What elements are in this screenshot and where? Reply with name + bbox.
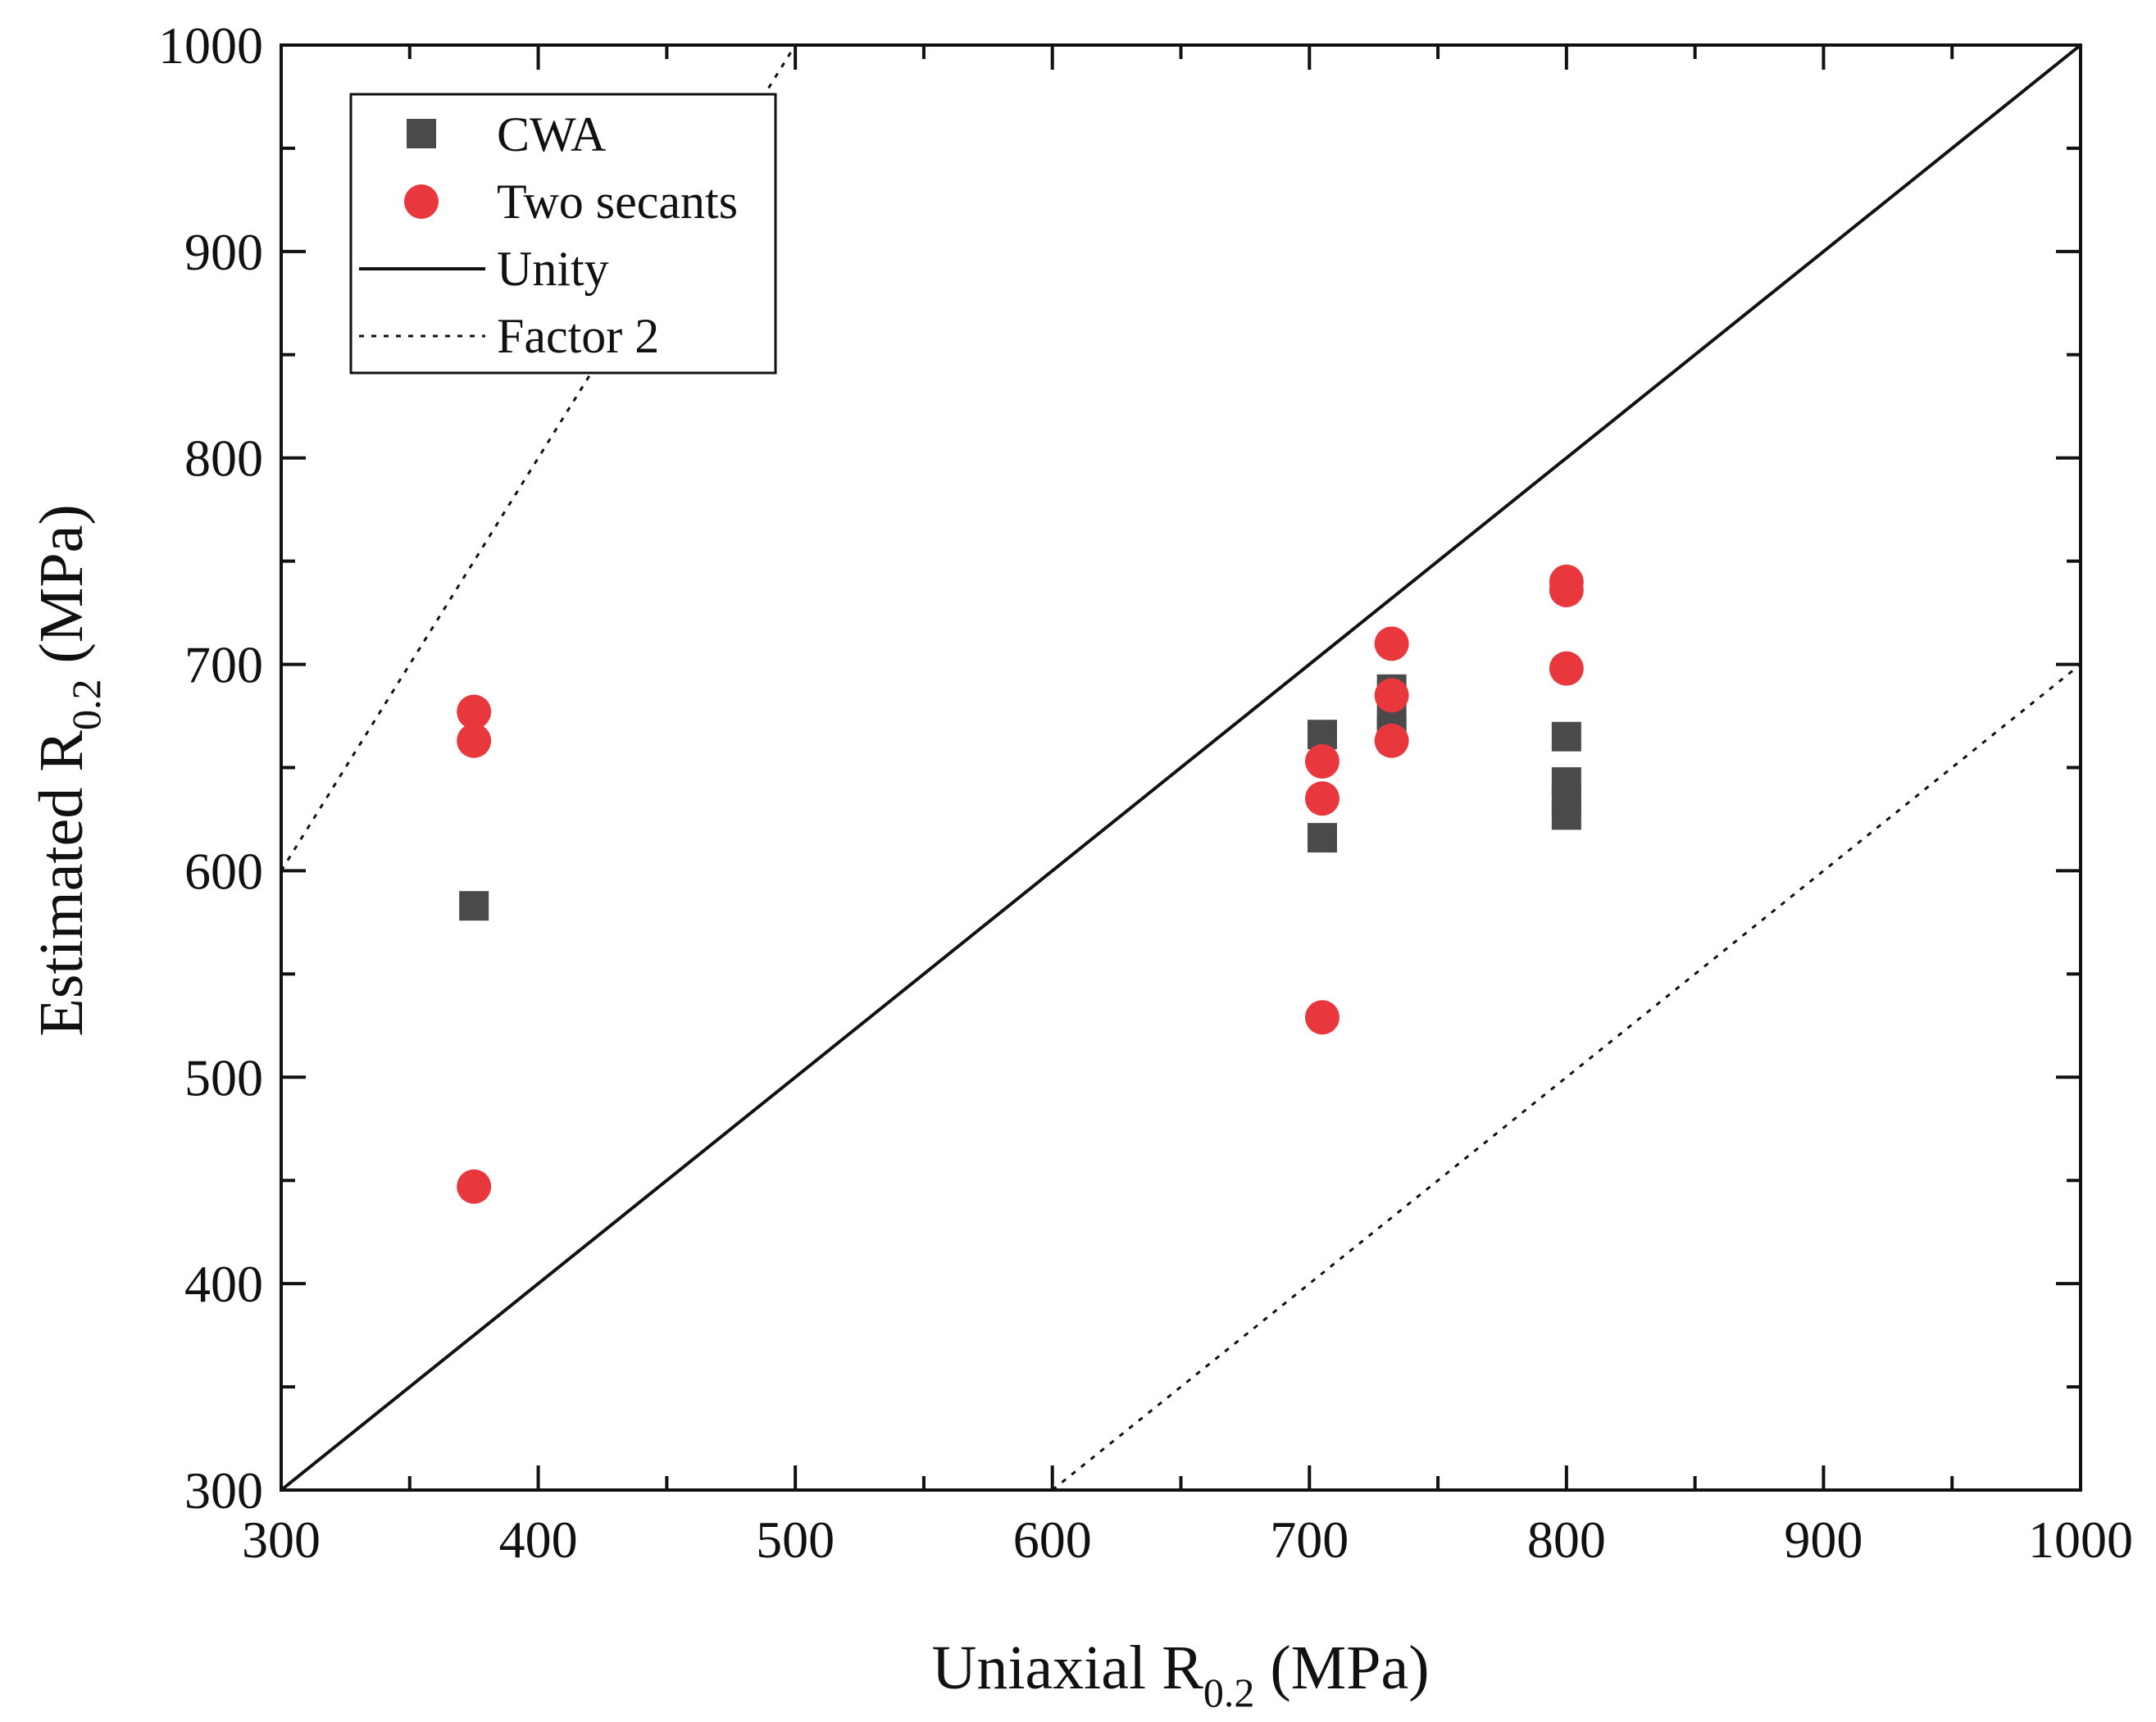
legend-unity-label: Unity — [497, 242, 609, 296]
x-axis-title-prefix: Uniaxial R — [931, 1633, 1203, 1702]
y-axis-title-prefix: Estimated R — [27, 730, 96, 1037]
two-secants-point — [1304, 781, 1340, 816]
cwa-point — [1551, 800, 1581, 830]
y-tick-label: 500 — [184, 1048, 263, 1106]
y-tick-label: 900 — [184, 223, 263, 281]
two-secants-point — [457, 723, 492, 758]
x-tick-label: 400 — [499, 1511, 578, 1569]
reference-lines — [280, 43, 2082, 1492]
factor2-lower-line — [1051, 663, 2081, 1492]
two-secants-point — [457, 694, 492, 729]
y-axis-title: Estimated R0.2 (MPa) — [27, 504, 109, 1036]
two-secants-point — [1374, 626, 1409, 661]
legend-cwa-marker — [407, 119, 436, 148]
legend-two-secants-label: Two secants — [497, 175, 738, 229]
x-tick-label: 700 — [1270, 1511, 1349, 1569]
y-tick-label: 300 — [184, 1461, 263, 1520]
y-tick-label: 1000 — [158, 16, 263, 75]
data-markers — [457, 564, 1584, 1204]
cwa-point — [1551, 721, 1581, 752]
two-secants-point — [1304, 743, 1340, 779]
legend-factor2-label: Factor 2 — [497, 309, 659, 363]
legend: CWA Two secants Unity Factor 2 — [349, 93, 777, 375]
y-axis-title-subscript: 0.2 — [63, 679, 109, 731]
two-secants-point — [1549, 572, 1584, 607]
x-tick-label: 500 — [756, 1511, 835, 1569]
factor2-upper-line — [280, 44, 797, 872]
legend-two-secants-marker — [404, 184, 439, 219]
x-tick-label: 800 — [1527, 1511, 1606, 1569]
x-tick-label: 900 — [1784, 1511, 1863, 1569]
axis-tick-labels: 300 400 500 600 700 800 900 1000 300 400 500 600 700… — [158, 16, 2133, 1569]
two-secants-point — [1549, 651, 1584, 686]
two-secants-point — [1374, 678, 1409, 713]
y-tick-label: 800 — [184, 429, 263, 488]
cwa-point — [459, 891, 489, 921]
x-tick-label: 1000 — [2028, 1511, 2133, 1569]
y-axis-title-suffix: (MPa) — [27, 504, 96, 679]
y-tick-label: 700 — [184, 636, 263, 694]
axis-ticks — [280, 43, 2082, 1492]
two-secants-point — [457, 1169, 492, 1204]
two-secants-point — [1304, 1000, 1340, 1035]
x-tick-label: 300 — [242, 1511, 321, 1569]
unity-line — [280, 43, 2082, 1492]
legend-cwa-label: CWA — [497, 107, 606, 161]
x-axis-title-subscript: 0.2 — [1203, 1670, 1255, 1715]
x-tick-label: 600 — [1013, 1511, 1092, 1569]
y-tick-label: 600 — [184, 842, 263, 900]
y-tick-label: 400 — [184, 1255, 263, 1313]
cwa-point — [1307, 823, 1337, 853]
two-secants-point — [1374, 723, 1409, 758]
x-axis-title-suffix: (MPa) — [1254, 1633, 1429, 1702]
x-axis-title: Uniaxial R0.2 (MPa) — [931, 1633, 1429, 1715]
